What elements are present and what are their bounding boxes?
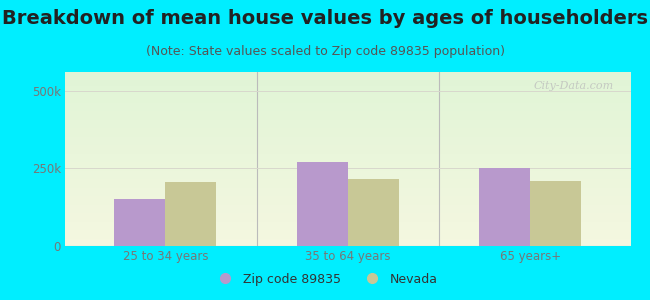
- Text: Breakdown of mean house values by ages of householders: Breakdown of mean house values by ages o…: [2, 9, 648, 28]
- Text: City-Data.com: City-Data.com: [534, 81, 614, 91]
- Bar: [114, 200, 165, 246]
- Bar: [479, 168, 530, 246]
- Bar: [348, 179, 399, 246]
- Legend: Zip code 89835, Nevada: Zip code 89835, Nevada: [207, 268, 443, 291]
- Bar: [165, 182, 216, 246]
- Bar: [296, 162, 348, 246]
- Bar: [530, 181, 581, 246]
- Text: (Note: State values scaled to Zip code 89835 population): (Note: State values scaled to Zip code 8…: [146, 45, 504, 58]
